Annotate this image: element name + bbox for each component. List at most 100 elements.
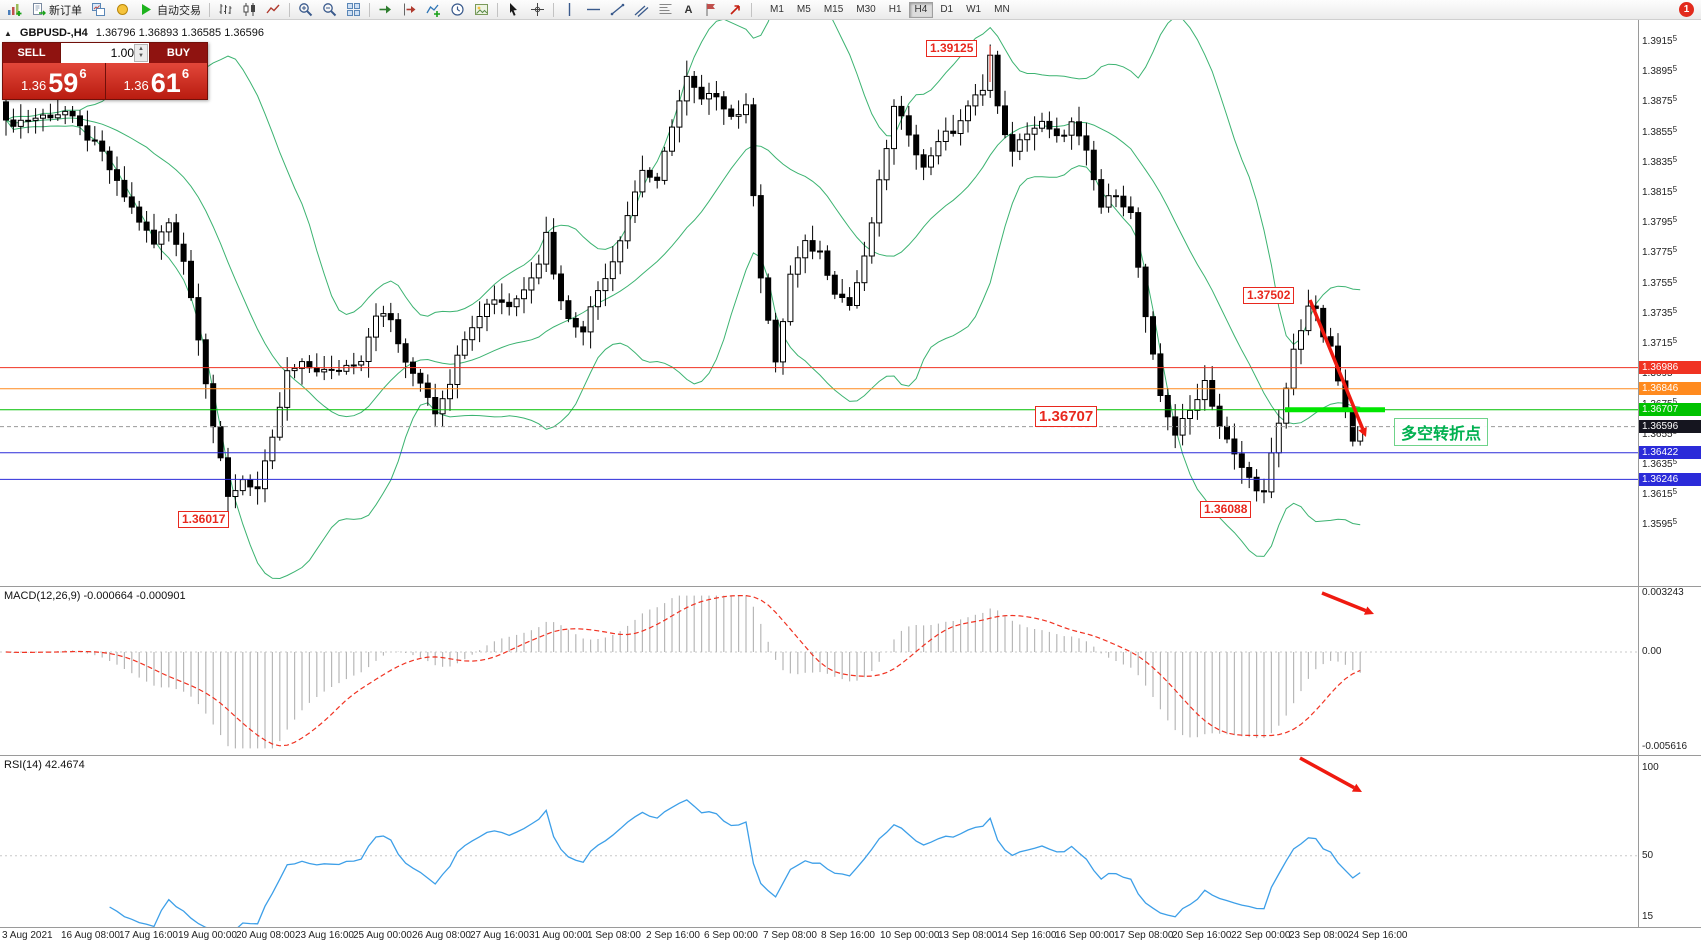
- time-axis-label: 1 Sep 08:00: [587, 930, 641, 941]
- notification-badge[interactable]: 1: [1679, 2, 1694, 17]
- time-axis-label: 23 Aug 16:00: [295, 930, 354, 941]
- timeframe-button-m5[interactable]: M5: [791, 2, 817, 18]
- bar-chart-type-button[interactable]: [214, 1, 237, 19]
- channel-tool-button[interactable]: [630, 1, 653, 19]
- timeframe-button-m1[interactable]: M1: [764, 2, 790, 18]
- auto-scroll-button[interactable]: [374, 1, 397, 19]
- toolbar-separator: [209, 2, 210, 17]
- timeframe-group: M1 M5 M15 M30 H1 H4 D1 W1 MN: [764, 1, 1016, 18]
- timeframe-button-m15[interactable]: M15: [818, 2, 849, 18]
- horizontal-line-tool-button[interactable]: [582, 1, 605, 19]
- time-axis-label: 24 Sep 16:00: [1348, 930, 1408, 941]
- auto-scroll-icon: [379, 5, 391, 14]
- sell-button[interactable]: SELL: [3, 43, 60, 63]
- window-menu-icon[interactable]: ▲: [4, 28, 12, 38]
- fibonacci-tool-button[interactable]: [654, 1, 677, 19]
- time-axis-label: 31 Aug 00:00: [529, 930, 588, 941]
- vertical-line-tool-button[interactable]: [558, 1, 581, 19]
- cursor-icon: [510, 3, 517, 16]
- timeframe-button-d1[interactable]: D1: [934, 2, 959, 18]
- charts-windows-button[interactable]: [87, 1, 110, 19]
- arrow-stamp-icon: [730, 5, 740, 15]
- price-callout: 1.36088: [1200, 501, 1252, 518]
- zoom-in-button[interactable]: [294, 1, 317, 19]
- price-callout: 1.39125: [926, 40, 978, 57]
- time-axis-label: 6 Sep 00:00: [704, 930, 758, 941]
- price-axis-label: 1.38355: [1642, 155, 1678, 168]
- cursor-button[interactable]: [502, 1, 525, 19]
- price-axis-label: 1.38555: [1642, 125, 1678, 138]
- trendline-tool-button[interactable]: [606, 1, 629, 19]
- macd-panel[interactable]: 0.003243 0.00 -0.005616 MACD(12,26,9) -0.0…: [0, 586, 1701, 756]
- spin-down-icon[interactable]: ▼: [138, 53, 144, 59]
- lot-size-input[interactable]: 1.00 ▲ ▼: [60, 43, 150, 63]
- price-axis-label: 1.38155: [1642, 185, 1678, 198]
- text-tool-button[interactable]: A: [678, 1, 699, 19]
- rsi-chart-canvas[interactable]: [0, 756, 1638, 928]
- indicators-icon: [426, 4, 440, 17]
- price-tag: 1.36246: [1639, 473, 1701, 486]
- rsi-axis-label: 50: [1642, 850, 1654, 861]
- sell-price-prefix: 1.36: [20, 78, 47, 93]
- toolbar-separator: [369, 2, 370, 17]
- line-chart-type-button[interactable]: [262, 1, 285, 19]
- price-callout: 1.36707: [1035, 406, 1098, 427]
- buy-price[interactable]: 1.36 61 6: [105, 63, 207, 99]
- arrows-tool-button[interactable]: [724, 1, 747, 19]
- macd-axis: 0.003243 0.00 -0.005616: [1638, 587, 1701, 756]
- time-axis-label: 2 Sep 16:00: [646, 930, 700, 941]
- timeframe-button-h1[interactable]: H1: [883, 2, 908, 18]
- macd-label: MACD(12,26,9) -0.000664 -0.000901: [4, 590, 186, 602]
- bar-chart-icon: [219, 4, 232, 14]
- ohlc-values: 1.36796 1.36893 1.36585 1.36596: [95, 27, 264, 39]
- crosshair-button[interactable]: [526, 1, 549, 19]
- time-axis-label: 17 Aug 16:00: [119, 930, 178, 941]
- fibonacci-icon: [659, 4, 672, 14]
- turning-point-label: 多空转折点: [1394, 418, 1489, 446]
- symbol-period-label: GBPUSD-,H4: [19, 27, 88, 39]
- label-tool-button[interactable]: [700, 1, 723, 19]
- chart-shift-button[interactable]: [398, 1, 421, 19]
- alerts-button[interactable]: [111, 1, 134, 19]
- rsi-label: RSI(14) 42.4674: [4, 759, 85, 771]
- indicators-button[interactable]: [422, 1, 445, 19]
- time-axis-label: 25 Aug 00:00: [353, 930, 412, 941]
- periods-button[interactable]: [446, 1, 469, 19]
- price-callout: 1.36017: [178, 511, 230, 528]
- trendline-icon: [610, 3, 625, 16]
- spin-up-icon[interactable]: ▲: [138, 46, 144, 52]
- time-axis-label: 23 Sep 08:00: [1289, 930, 1349, 941]
- macd-chart-canvas[interactable]: [0, 587, 1638, 756]
- timeframe-button-m30[interactable]: M30: [850, 2, 881, 18]
- lot-size-spinner[interactable]: ▲ ▼: [134, 44, 148, 62]
- price-axis-label: 1.39155: [1642, 34, 1678, 47]
- new-chart-button[interactable]: [3, 1, 26, 19]
- buy-price-big: 61: [150, 68, 181, 98]
- toolbar-separator: [289, 2, 290, 17]
- zoom-out-button[interactable]: [318, 1, 341, 19]
- tile-windows-button[interactable]: [342, 1, 365, 19]
- macd-axis-label: -0.005616: [1642, 741, 1688, 752]
- price-chart-canvas[interactable]: [0, 20, 1638, 586]
- quote-line: ▲ GBPUSD-,H4 1.36796 1.36893 1.36585 1.3…: [4, 27, 264, 39]
- price-axis-label: 1.37955: [1642, 215, 1678, 228]
- new-order-button[interactable]: 新订单: [27, 1, 86, 19]
- rsi-axis-label: 15: [1642, 911, 1654, 922]
- toolbar-separator: [497, 2, 498, 17]
- buy-button[interactable]: BUY: [150, 43, 207, 63]
- lot-size-value: 1.00: [110, 46, 134, 60]
- price-panel[interactable]: 1.39155 1.38955 1.38755 1.38555 1.38355 1.381…: [0, 20, 1701, 586]
- new-order-label: 新订单: [49, 4, 82, 17]
- toolbar-separator: [553, 2, 554, 17]
- timeframe-button-w1[interactable]: W1: [960, 2, 987, 18]
- time-axis[interactable]: 3 Aug 2021 16 Aug 08:00 17 Aug 16:00 19 Aug…: [0, 927, 1701, 942]
- timeframe-button-mn[interactable]: MN: [988, 2, 1016, 18]
- sell-price[interactable]: 1.36 59 6: [3, 63, 106, 99]
- time-axis-label: 8 Sep 16:00: [821, 930, 875, 941]
- rsi-panel[interactable]: 100 50 15 RSI(14) 42.4674: [0, 755, 1701, 928]
- templates-button[interactable]: [470, 1, 493, 19]
- price-tag: 1.36846: [1639, 382, 1701, 395]
- candlestick-chart-type-button[interactable]: [238, 1, 261, 19]
- timeframe-button-h4[interactable]: H4: [908, 1, 934, 18]
- auto-trading-button[interactable]: 自动交易: [135, 1, 205, 19]
